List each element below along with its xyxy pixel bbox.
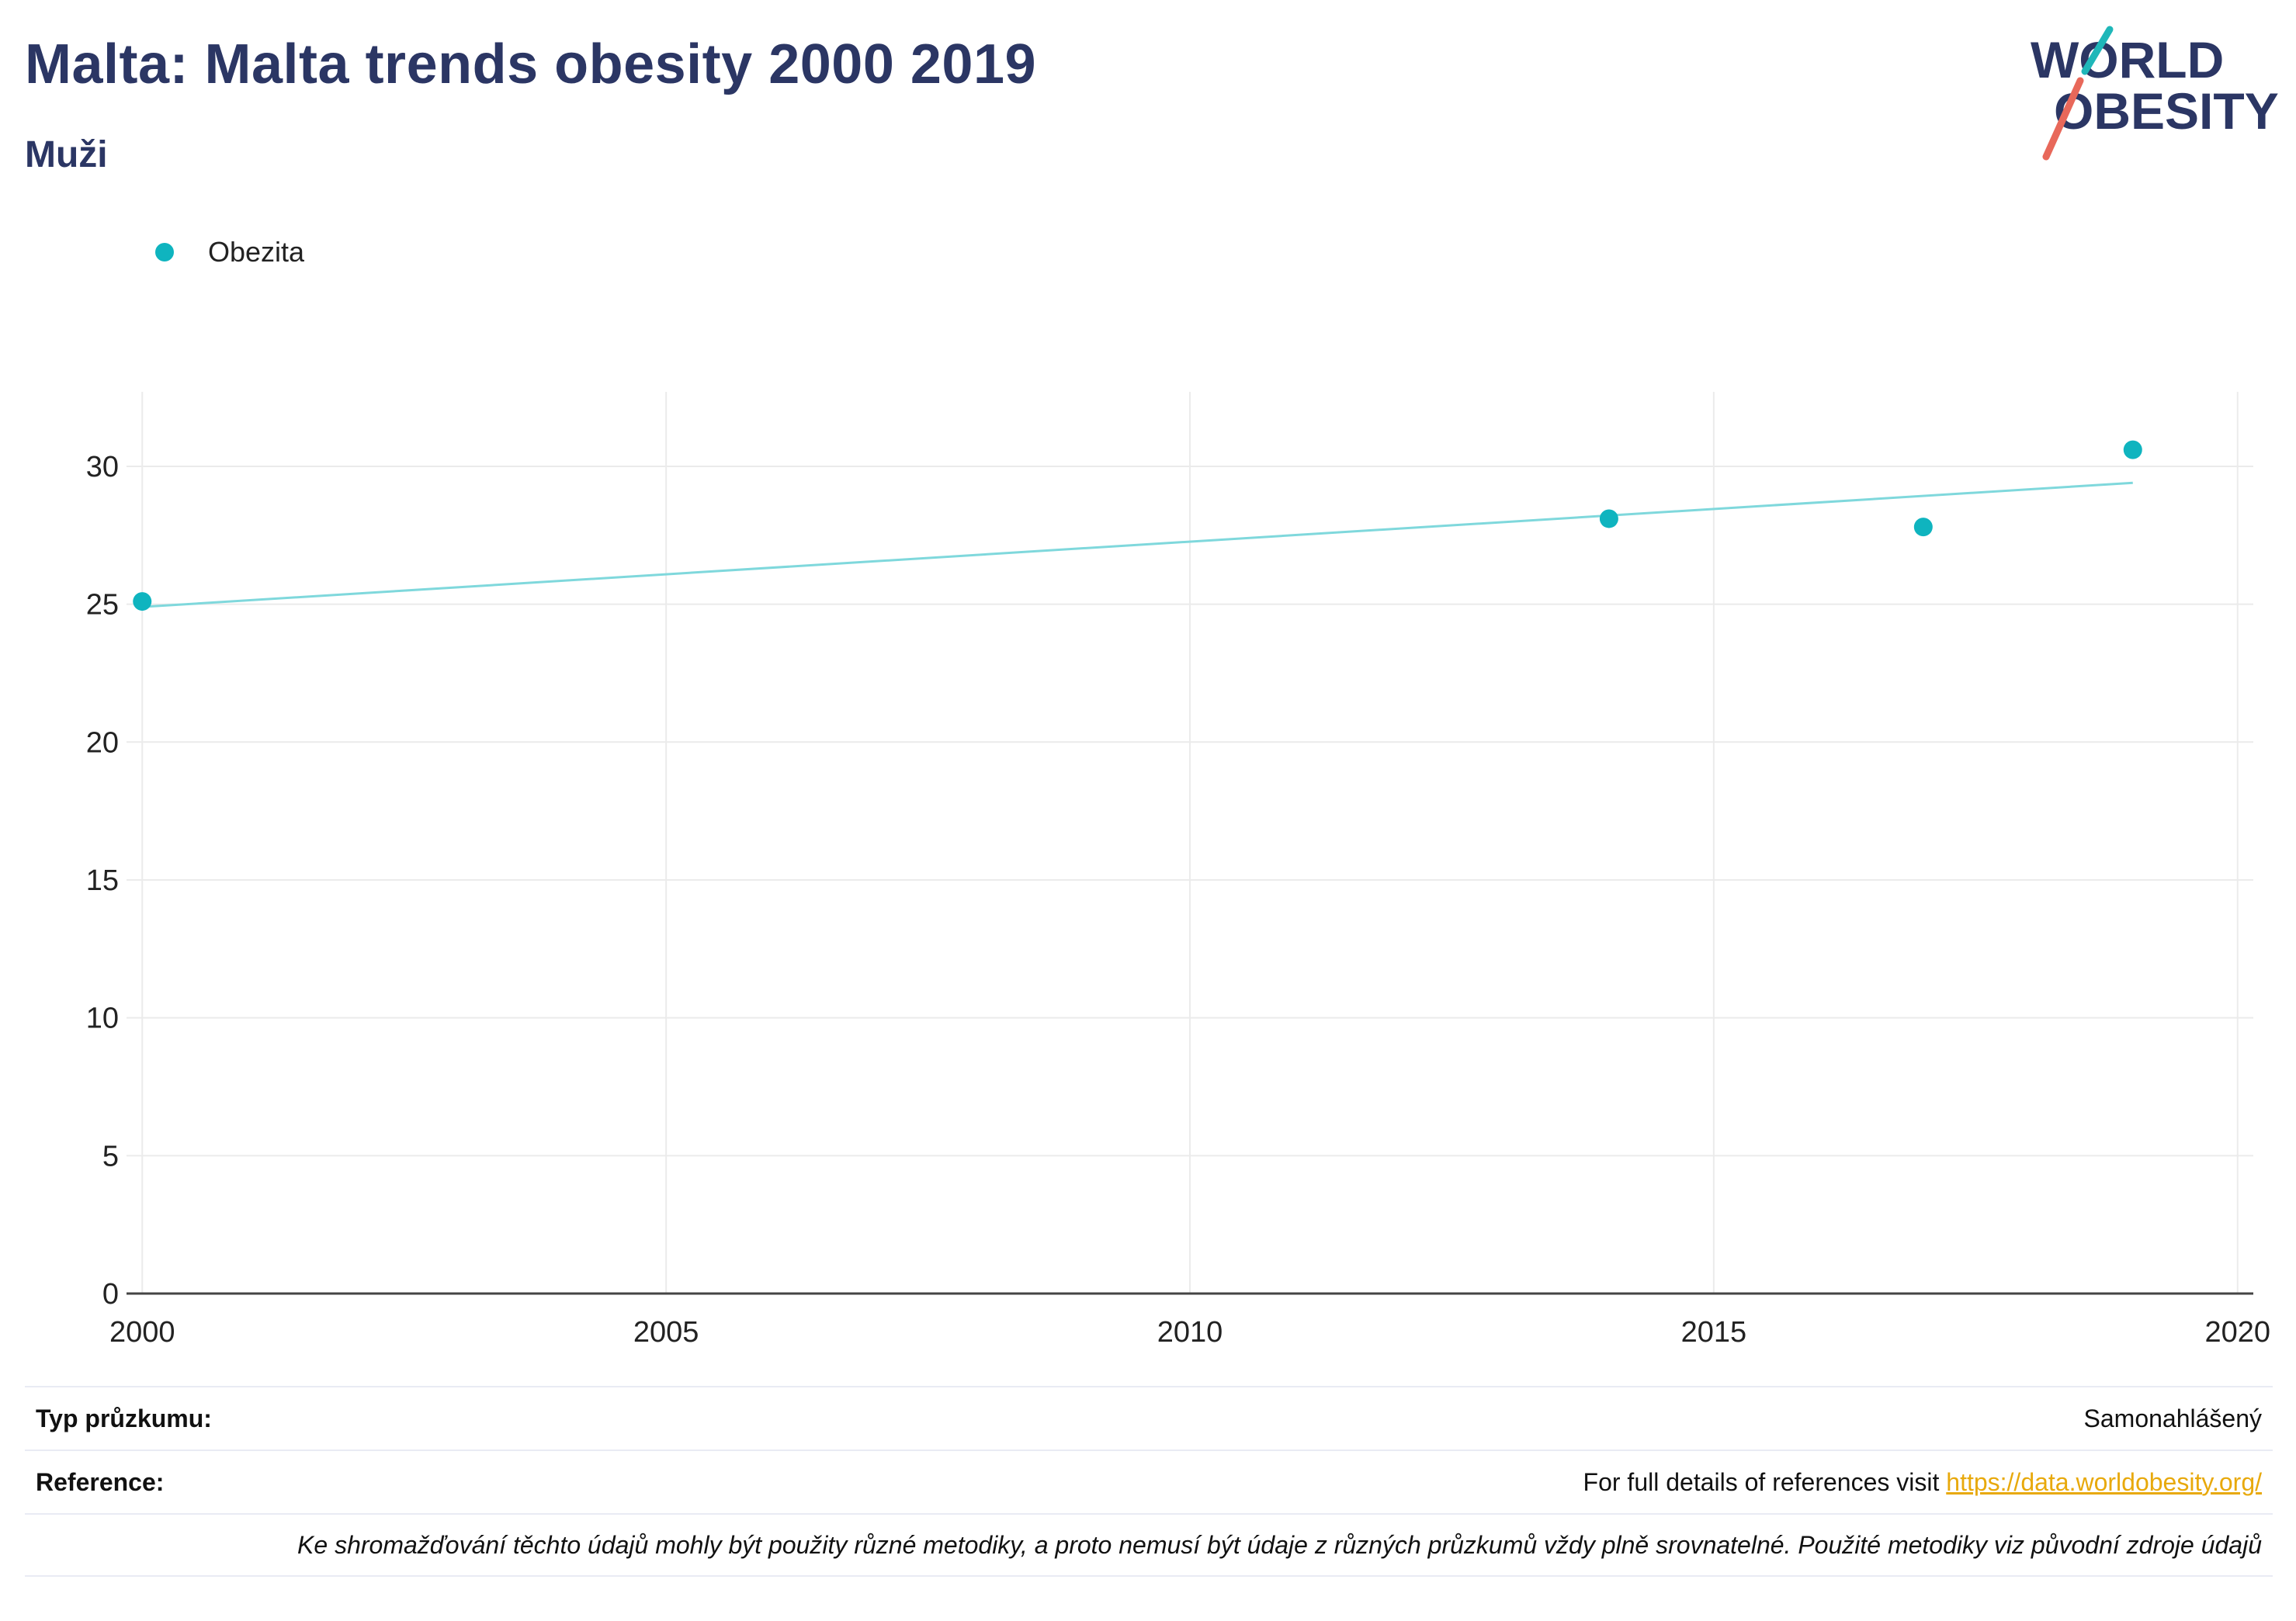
y-tick-label: 5	[102, 1140, 119, 1172]
x-tick-label: 2005	[633, 1316, 699, 1349]
svg-text:WORLD: WORLD	[2031, 31, 2224, 88]
reference-text: For full details of references visit	[1583, 1467, 1947, 1496]
y-tick-label: 30	[86, 451, 119, 483]
y-tick-label: 0	[102, 1278, 119, 1311]
data-point	[133, 592, 152, 611]
survey-type-label: Typ průzkumu:	[36, 1404, 212, 1432]
reference-label: Reference:	[36, 1467, 165, 1496]
data-point	[1599, 509, 1618, 528]
data-point	[2123, 440, 2142, 459]
svg-text:OBESITY: OBESITY	[2054, 82, 2279, 140]
chart-subtitle: Muži	[25, 134, 108, 175]
survey-type-value: Samonahlášený	[2083, 1404, 2262, 1432]
trendline	[142, 481, 2133, 608]
survey-type-row: Typ průzkumu: Samonahlášený	[25, 1386, 2273, 1450]
chart-legend[interactable]: Obezita	[155, 233, 304, 272]
reference-value: For full details of references visit htt…	[1583, 1468, 2262, 1497]
x-tick-label: 2020	[2204, 1316, 2270, 1349]
x-tick-label: 2015	[1681, 1316, 1747, 1349]
y-tick-label: 25	[86, 589, 119, 622]
x-tick-label: 2010	[1157, 1316, 1223, 1349]
data-point	[1913, 518, 1933, 537]
legend-marker-obezita	[155, 243, 174, 262]
world-obesity-logo: WORLD OBESITY	[2031, 26, 2279, 161]
legend-label-obezita: Obezita	[208, 236, 305, 268]
x-tick-label: 2000	[109, 1316, 175, 1349]
y-tick-label: 20	[86, 726, 119, 759]
reference-link[interactable]: https://data.worldobesity.org/	[1946, 1467, 2262, 1496]
y-tick-label: 10	[86, 1003, 119, 1035]
y-tick-label: 15	[86, 864, 119, 897]
info-table: Typ průzkumu: Samonahlášený Reference: F…	[25, 1386, 2273, 1577]
obesity-trend-chart: 2000 2005 2010 2015 2020 0 5 10 15 20 25 30	[86, 392, 2270, 1349]
chart-title: Malta: Malta trends obesity 2000 2019	[25, 33, 1037, 95]
reference-row: Reference: For full details of reference…	[25, 1450, 2273, 1513]
methodology-note: Ke shromažďování těchto údajů mohly být …	[25, 1513, 2273, 1577]
